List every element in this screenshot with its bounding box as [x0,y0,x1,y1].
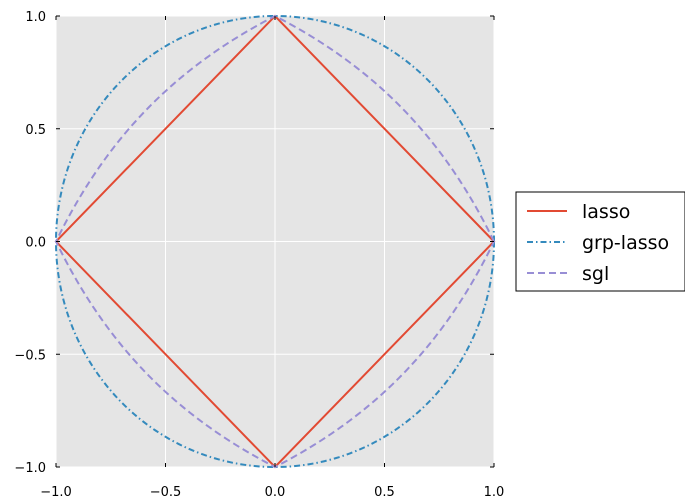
y-tick-label: −0.5 [14,348,46,363]
tick-labels: −1.0 −0.5 0.0 0.5 1.0 −1.0 −0.5 0.0 0.5 1.0 [14,10,504,500]
legend-label-sgl: sgl [582,263,609,285]
y-tick-label: −1.0 [14,461,46,476]
legend-label-lasso: lasso [582,201,630,223]
x-tick-label: 0.0 [265,485,286,500]
y-tick-label: 1.0 [25,10,46,25]
x-tick-label: 1.0 [484,485,505,500]
y-tick-label: 0.5 [25,123,46,138]
x-tick-label: −1.0 [40,485,72,500]
legend: lasso grp-lasso sgl [515,191,685,292]
y-tick-label: 0.0 [25,236,46,251]
x-tick-label: 0.5 [374,485,395,500]
x-tick-label: −0.5 [150,485,182,500]
legend-label-grp-lasso: grp-lasso [582,232,669,254]
ticks [55,15,495,468]
